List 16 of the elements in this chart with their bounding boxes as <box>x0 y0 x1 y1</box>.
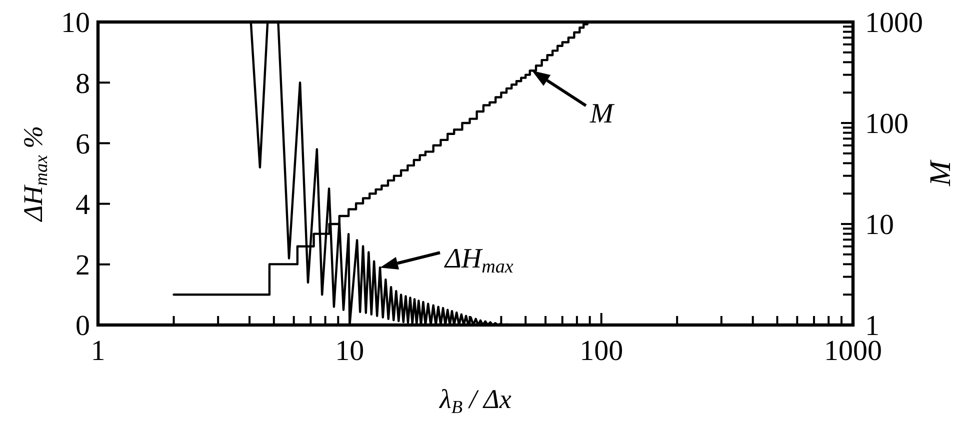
y2-tick-label: 0 <box>76 310 90 342</box>
y-tick-label: 10 <box>865 209 894 242</box>
y-tick-label: 1000 <box>865 7 923 40</box>
annotation: ΔH$_{max}$ <box>444 244 514 278</box>
y2-tick-label: 8 <box>76 68 90 100</box>
annotation: M <box>588 98 615 130</box>
y2-tick-label: 4 <box>76 188 90 221</box>
y-axis-title: M <box>924 159 957 187</box>
x-tick-label: 100 <box>580 335 624 367</box>
y2-tick-label: 6 <box>76 128 90 160</box>
x-tick-label: 10 <box>335 335 364 367</box>
y-tick-label: 100 <box>865 108 908 140</box>
x-axis-title: λ$_{B}$ / Δx <box>438 384 512 417</box>
y2-tick-label: 2 <box>76 250 90 282</box>
y2-tick-label: 10 <box>61 7 90 40</box>
x-tick-label: 1 <box>90 335 106 367</box>
